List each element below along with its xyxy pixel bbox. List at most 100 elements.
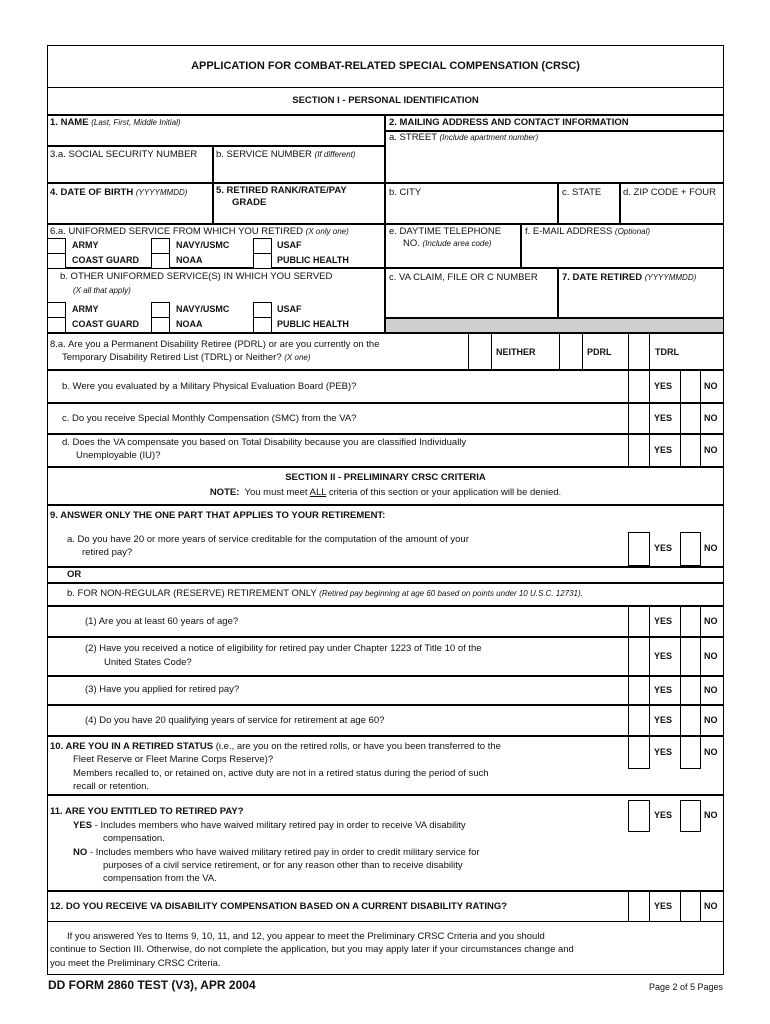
yn-12-yes-label: YES [654, 900, 673, 911]
yn-8b-yes-checkbox[interactable] [628, 370, 650, 403]
public-health-label: PUBLIC HEALTH [277, 319, 349, 329]
yn-9b3-yes-checkbox[interactable] [628, 676, 650, 705]
yn-8d-no-checkbox[interactable] [680, 434, 701, 467]
noaa-checkbox[interactable] [151, 317, 170, 333]
hint: (X only one) [305, 227, 349, 236]
yn-8c-yes-checkbox[interactable] [628, 403, 650, 434]
yn-9a-no-label: NO [704, 543, 718, 553]
va-claim-field[interactable] [384, 267, 558, 318]
label: NAME [60, 117, 89, 128]
yn-9b4-no-label: NO [704, 714, 718, 725]
coast-guard-checkbox[interactable] [47, 253, 66, 269]
yn-9b4-no-checkbox[interactable] [680, 705, 701, 736]
va-claim-label: c. VA CLAIM, FILE OR C NUMBER [389, 272, 538, 283]
label: b. FOR NON-REGULAR (RESERVE) RETIREMENT … [67, 588, 317, 599]
rank-label: 5. RETIRED RANK/RATE/PAY [216, 185, 347, 196]
usaf-checkbox[interactable] [253, 302, 272, 318]
form-number: DD FORM 2860 TEST (V3), APR 2004 [48, 978, 256, 992]
email-field[interactable] [520, 223, 724, 268]
q9b4-text: (4) Do you have 20 qualifying years of s… [85, 715, 385, 726]
q11-yes-2: compensation. [103, 833, 165, 844]
pdrl-checkbox[interactable] [559, 333, 583, 370]
hint: (Retired pay beginning at age 60 based o… [319, 589, 583, 598]
army-checkbox[interactable] [47, 302, 66, 318]
street-field[interactable] [384, 130, 724, 183]
form-title: APPLICATION FOR COMBAT-RELATED SPECIAL C… [191, 60, 580, 72]
q11-title: 11. ARE YOU ENTITLED TO RETIRED PAY? [50, 806, 244, 817]
zip-field[interactable] [619, 182, 724, 224]
yn-9a-yes-checkbox[interactable] [628, 532, 650, 566]
navy-usmc-checkbox[interactable] [151, 302, 170, 318]
yn-9b2-no-checkbox[interactable] [680, 637, 701, 676]
hint: (YYYYMMDD) [135, 188, 188, 197]
closing-text-3: you meet the Preliminary CRSC Criteria. [50, 958, 221, 969]
navy-usmc-checkbox[interactable] [151, 238, 170, 254]
yn-9a-no-checkbox[interactable] [680, 532, 701, 566]
yn-10-yes-checkbox[interactable] [628, 736, 650, 769]
name-field[interactable] [46, 114, 385, 146]
q8b-text: b. Were you evaluated by a Military Phys… [62, 381, 357, 392]
date-retired-field[interactable] [557, 267, 724, 318]
army-label: ARMY [72, 240, 99, 250]
yn-12-no-checkbox[interactable] [680, 891, 701, 922]
page-number: Page 2 of 5 Pages [648, 982, 723, 992]
dob-field[interactable] [46, 182, 213, 224]
noaa-checkbox[interactable] [151, 253, 170, 269]
coast-guard-checkbox[interactable] [47, 317, 66, 333]
q10-text-2: Fleet Reserve or Fleet Marine Corps Rese… [73, 754, 274, 765]
q11-no-2: purposes of a civil service retirement, … [103, 860, 463, 871]
hint: (Last, First, Middle Initial) [91, 118, 181, 127]
row-11 [46, 794, 724, 891]
text: - Includes members who have waived milit… [92, 820, 466, 831]
yn-11-no-checkbox[interactable] [680, 800, 701, 832]
public-health-label: PUBLIC HEALTH [277, 255, 349, 265]
yn-8c-no-label: NO [704, 412, 718, 423]
hint: (X one) [284, 353, 311, 362]
tdrl-checkbox[interactable] [628, 333, 650, 370]
noaa-label: NOAA [176, 255, 203, 265]
telephone-label: e. DAYTIME TELEPHONE [389, 226, 502, 237]
text: criteria of this section or your applica… [328, 487, 562, 498]
yn-9b3-no-checkbox[interactable] [680, 676, 701, 705]
rank-field[interactable] [212, 182, 385, 224]
usaf-checkbox[interactable] [253, 238, 272, 254]
state-field[interactable] [557, 182, 620, 224]
yn-11-yes-label: YES [654, 810, 673, 820]
other-service-hint: (X all that apply) [73, 286, 131, 295]
yn-11-yes-checkbox[interactable] [628, 800, 650, 832]
yn-9b1-no-checkbox[interactable] [680, 606, 701, 637]
coast-guard-label: COAST GUARD [72, 255, 139, 265]
q8a-text: 8.a. Are you a Permanent Disability Reti… [50, 339, 380, 350]
mailing-header [384, 114, 724, 131]
neither-checkbox[interactable] [468, 333, 492, 370]
yn-10-no-checkbox[interactable] [680, 736, 701, 769]
yn-8c-no-checkbox[interactable] [680, 403, 701, 434]
army-label: ARMY [72, 304, 99, 314]
yn-8b-no-checkbox[interactable] [680, 370, 701, 403]
yn-8d-no-label: NO [704, 444, 718, 455]
telephone-field[interactable] [384, 223, 521, 268]
ssn-field[interactable] [46, 145, 213, 183]
yn-12-no-label: NO [704, 900, 718, 911]
label: a. STREET [389, 132, 437, 143]
service-number-field[interactable] [212, 145, 385, 183]
usaf-label: USAF [277, 304, 302, 314]
yn-11-no-label: NO [704, 810, 718, 820]
yn-9b4-yes-checkbox[interactable] [628, 705, 650, 736]
public-health-checkbox[interactable] [253, 317, 272, 333]
label: NO. [403, 238, 420, 249]
yn-9b1-yes-checkbox[interactable] [628, 606, 650, 637]
q12-text: 12. DO YOU RECEIVE VA DISABILITY COMPENS… [50, 901, 508, 912]
yn-8b-no-label: NO [704, 380, 718, 391]
yn-10-no-label: NO [704, 746, 718, 757]
section1-header [46, 86, 724, 115]
city-field[interactable] [384, 182, 558, 224]
public-health-checkbox[interactable] [253, 253, 272, 269]
yn-9b2-yes-checkbox[interactable] [628, 637, 650, 676]
yn-12-yes-checkbox[interactable] [628, 891, 650, 922]
shaded-area [384, 317, 724, 333]
yn-8d-yes-checkbox[interactable] [628, 434, 650, 467]
army-checkbox[interactable] [47, 238, 66, 254]
section1-title: SECTION I - PERSONAL IDENTIFICATION [292, 95, 479, 106]
